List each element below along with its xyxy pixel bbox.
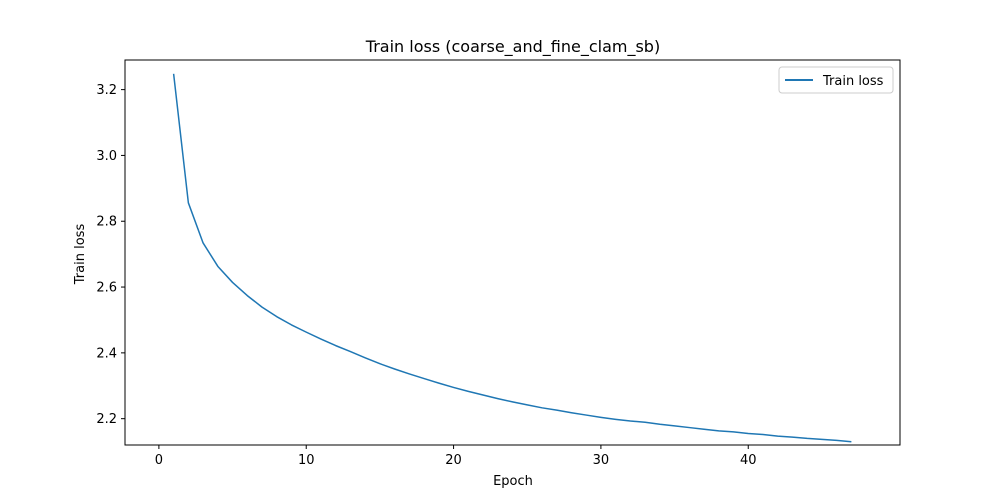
axis-ticks: 0 10 20 30 40 2.2 2.4 2.6 2.8 3.0 3.2: [96, 83, 756, 468]
x-tick-label: 0: [155, 453, 163, 468]
plot-frame: [124, 59, 901, 446]
chart-title: Train loss (coarse_and_fine_clam_sb): [365, 37, 660, 57]
legend-box: [778, 66, 894, 94]
x-axis-label: Epoch: [493, 474, 533, 489]
legend: Train loss: [778, 66, 894, 94]
x-tick-label: 30: [593, 453, 610, 468]
y-tick-label: 2.4: [96, 346, 117, 361]
x-tick-label: 20: [445, 453, 462, 468]
series-line-train-loss: [172, 73, 852, 443]
y-tick-label: 2.6: [96, 281, 117, 296]
legend-label: Train loss: [822, 74, 884, 89]
y-axis-label: Train loss: [73, 224, 88, 286]
x-tick-label: 10: [298, 453, 315, 468]
y-tick-label: 3.0: [96, 149, 117, 164]
x-tick-label: 40: [740, 453, 757, 468]
y-tick-label: 3.2: [96, 83, 117, 98]
y-tick-label: 2.2: [96, 412, 117, 427]
plot-area: [124, 59, 901, 446]
y-tick-label: 2.8: [96, 215, 117, 230]
